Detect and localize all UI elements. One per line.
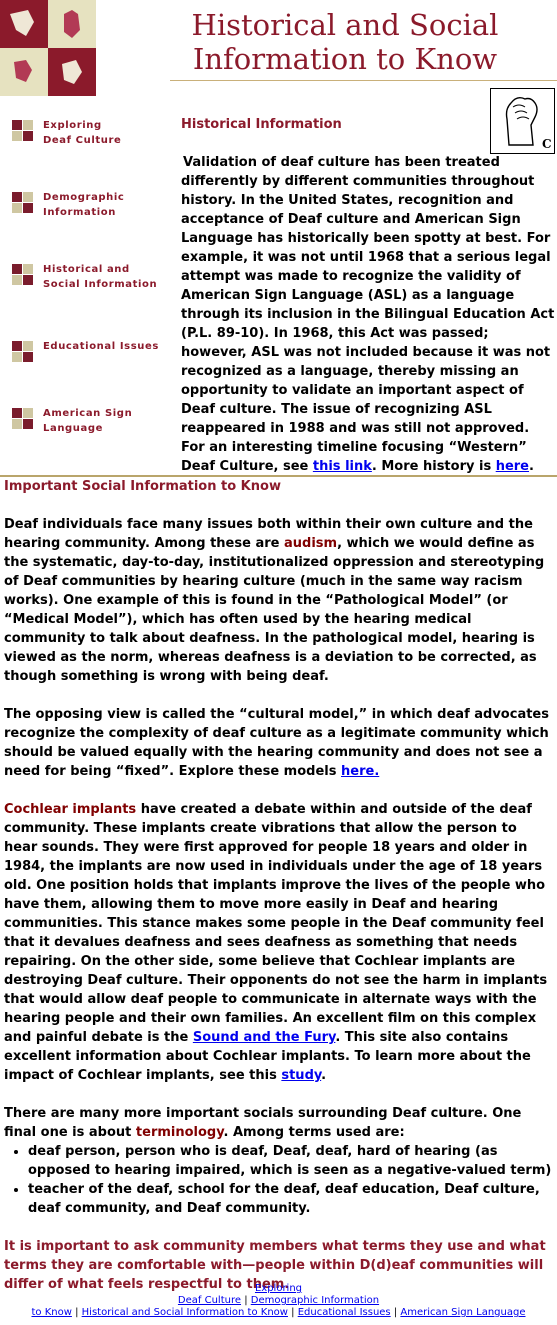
footer-link-historical[interactable]: Historical and Social Information to Kno… — [81, 1307, 288, 1318]
footer-separator: | — [287, 1307, 298, 1318]
cochlear-paragraph: Cochlear implants have created a debate … — [4, 800, 554, 1085]
paragraph-text: . — [321, 1068, 327, 1083]
footer-link-demographic[interactable]: Demographic Information — [250, 1295, 380, 1306]
paragraph-text: have created a debate within and outside… — [4, 802, 548, 1045]
footer-nav: Exploring Deaf Culture | Demographic Inf… — [0, 1283, 557, 1319]
footer-link-exploring[interactable]: Exploring — [254, 1283, 303, 1294]
title-divider — [170, 80, 557, 81]
nav-item-educational-issues[interactable]: Educational Issues — [12, 339, 162, 362]
section-divider — [0, 475, 557, 477]
study-link[interactable]: study — [281, 1068, 322, 1083]
closing-paragraph: It is important to ask community members… — [4, 1239, 546, 1292]
paragraph-text: There are many more important socials su… — [4, 1106, 522, 1140]
nav-square-icon — [12, 408, 33, 429]
sound-and-fury-link[interactable]: Sound and the Fury — [192, 1030, 336, 1045]
nav-label-line1: Exploring — [43, 120, 102, 131]
svg-text:C: C — [542, 137, 552, 151]
paragraph-text: . This site also contains excellent info… — [4, 1030, 531, 1083]
historical-text-3: . — [529, 459, 534, 474]
footer-separator: | — [71, 1307, 82, 1318]
footer-separator: | — [241, 1295, 251, 1306]
audism-paragraph: Deaf individuals face many issues both w… — [4, 515, 554, 686]
hand-sign-c-image: C — [490, 88, 555, 154]
audism-term: audism — [283, 536, 338, 551]
terms-list: deaf person, person who is deaf, Deaf, d… — [4, 1142, 554, 1218]
social-heading: Important Social Information to Know — [4, 479, 281, 494]
historical-text-1: Validation of deaf culture has been trea… — [181, 155, 555, 474]
nav-label-line2: Language — [43, 423, 104, 434]
paragraph-text: Deaf individuals face many issues both w… — [4, 517, 533, 551]
historical-text-2: . More history is — [371, 459, 496, 474]
nav-square-icon — [12, 120, 33, 141]
nav-label-line1: American Sign — [43, 408, 133, 419]
logo-hand-tiles — [0, 0, 96, 96]
cultural-model-paragraph: The opposing view is called the “cultura… — [4, 705, 554, 781]
nav-item-historical-social[interactable]: Historical and Social Information — [12, 262, 162, 292]
more-history-link[interactable]: here — [495, 459, 530, 474]
footer-link-demographic-2[interactable]: to Know — [31, 1307, 72, 1318]
footer-link-educational[interactable]: Educational Issues — [297, 1307, 391, 1318]
nav-label-line1: Demographic — [43, 192, 125, 203]
page-title: Historical and Social Information to Kno… — [140, 8, 550, 76]
nav-label-line2: Social Information — [43, 279, 158, 290]
timeline-link[interactable]: this link — [312, 459, 372, 474]
hand-sign-tile — [0, 0, 48, 48]
list-item: teacher of the deaf, school for the deaf… — [28, 1180, 554, 1218]
historical-heading: Historical Information — [181, 117, 342, 132]
terminology-term: terminology — [135, 1125, 224, 1140]
nav-label-line2: Information — [43, 207, 116, 218]
nav-item-demographic-information[interactable]: Demographic Information — [12, 190, 162, 220]
cochlear-term: Cochlear implants — [4, 802, 137, 817]
nav-square-icon — [12, 192, 33, 213]
nav-square-icon — [12, 341, 33, 362]
hand-sign-tile — [48, 0, 96, 48]
footer-separator: | — [390, 1307, 401, 1318]
list-item: deaf person, person who is deaf, Deaf, d… — [28, 1142, 554, 1180]
terminology-paragraph: There are many more important socials su… — [4, 1104, 554, 1142]
nav-label-line2: Deaf Culture — [43, 135, 122, 146]
historical-body: Validation of deaf culture has been trea… — [181, 153, 556, 476]
nav-item-exploring-deaf-culture[interactable]: Exploring Deaf Culture — [12, 118, 162, 148]
paragraph-text: , which we would define as the systemati… — [4, 536, 545, 684]
models-link[interactable]: here. — [341, 764, 380, 779]
page-title-line2: Information to Know — [192, 42, 498, 76]
hand-sign-tile — [0, 48, 48, 96]
nav-square-icon — [12, 264, 33, 285]
footer-link-asl[interactable]: American Sign Language — [400, 1307, 526, 1318]
nav-label-line1: Historical and — [43, 264, 130, 275]
nav-item-american-sign-language[interactable]: American Sign Language — [12, 406, 162, 436]
paragraph-text: The opposing view is called the “cultura… — [4, 707, 549, 779]
paragraph-text: . Among terms used are: — [223, 1125, 405, 1140]
hand-sign-tile — [48, 48, 96, 96]
footer-link-exploring-2[interactable]: Deaf Culture — [177, 1295, 242, 1306]
social-section: Important Social Information to Know Dea… — [4, 477, 554, 1313]
nav-label-line1: Educational Issues — [43, 341, 159, 352]
page-title-line1: Historical and Social — [191, 8, 499, 42]
